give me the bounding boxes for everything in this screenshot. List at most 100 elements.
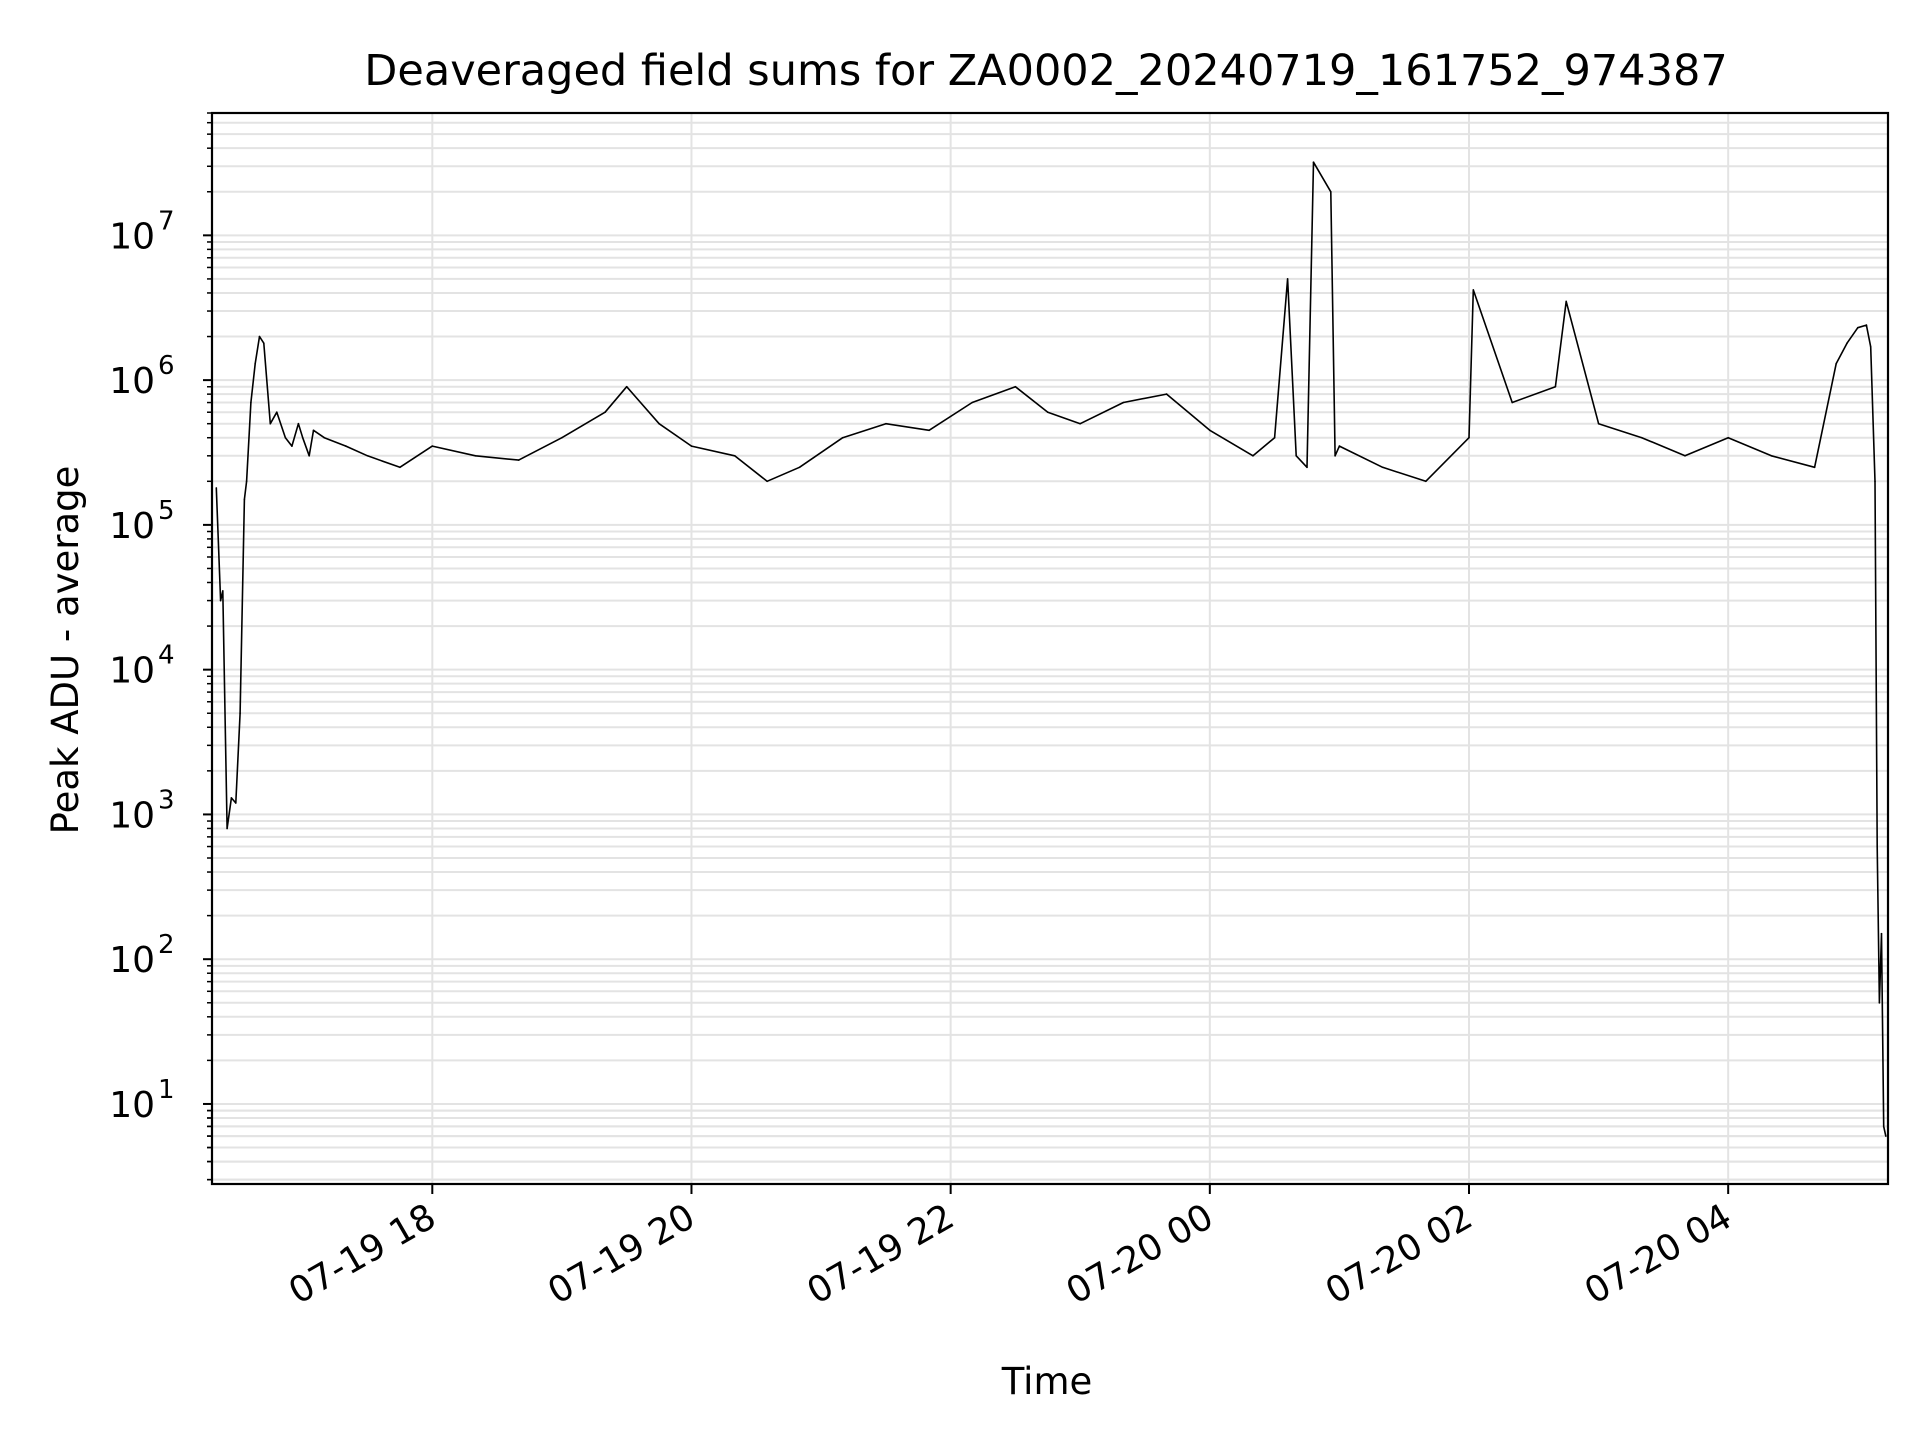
data-point — [1511, 401, 1513, 404]
data-point — [215, 487, 218, 489]
data-point — [222, 590, 224, 592]
x-tick-label: 07-19 22 — [800, 1196, 961, 1312]
x-tick-label: 07-20 04 — [1578, 1196, 1739, 1312]
y-tick-exponent: 2 — [158, 930, 175, 960]
data-point — [269, 422, 272, 425]
data-point — [250, 401, 252, 404]
data-point — [1286, 278, 1289, 280]
data-point — [1865, 324, 1868, 326]
y-tick-label: 10 — [109, 1085, 155, 1126]
data-point — [1079, 422, 1081, 425]
data-point — [971, 401, 973, 404]
grid — [212, 112, 1888, 1184]
data-point — [1554, 385, 1557, 388]
line-layer — [215, 161, 1887, 1137]
data-point — [1425, 480, 1427, 483]
data-point — [291, 445, 293, 447]
y-tick-label: 10 — [109, 216, 155, 257]
data-point — [1597, 422, 1600, 425]
x-tick-label: 07-20 02 — [1319, 1196, 1480, 1312]
data-point — [1252, 455, 1254, 457]
data-point — [885, 422, 887, 425]
data-point — [431, 445, 434, 447]
y-tick-exponent: 3 — [158, 785, 175, 815]
data-point — [239, 712, 241, 714]
data-point — [1209, 429, 1211, 432]
data-point — [1770, 455, 1773, 457]
y-tick-exponent: 5 — [158, 496, 175, 526]
data-point — [235, 802, 237, 804]
data-point — [1472, 289, 1475, 291]
data-point — [1381, 466, 1384, 469]
data-point — [1122, 401, 1125, 404]
data-point — [366, 455, 369, 457]
data-point — [254, 362, 256, 365]
data-point — [399, 466, 401, 469]
data-point — [1338, 445, 1341, 447]
y-tick-label: 10 — [109, 361, 155, 402]
data-point — [301, 436, 304, 439]
data-point — [733, 455, 736, 457]
data-point — [1334, 455, 1336, 457]
data-point — [243, 498, 246, 501]
data-point — [1684, 455, 1686, 457]
data-point — [1876, 845, 1878, 848]
data-point — [1306, 466, 1308, 469]
data-point — [625, 385, 628, 388]
data-point — [308, 455, 311, 457]
data-point — [297, 422, 300, 425]
y-tick-label: 10 — [109, 506, 155, 547]
data-point — [1295, 455, 1297, 457]
data-point — [474, 455, 477, 457]
x-tick-label: 07-19 18 — [282, 1196, 443, 1312]
data-point — [1565, 300, 1567, 303]
data-point — [312, 429, 315, 432]
data-point — [276, 411, 278, 414]
data-point — [258, 335, 261, 338]
data-point — [561, 436, 563, 439]
y-tick-exponent: 7 — [158, 206, 175, 236]
data-point — [690, 445, 693, 447]
y-tick-label: 10 — [109, 795, 155, 836]
data-point — [604, 411, 606, 414]
data-point — [1312, 161, 1315, 163]
data-point — [1727, 436, 1729, 439]
data-point — [1874, 480, 1876, 483]
plot-frame — [210, 111, 1890, 1186]
data-point — [1468, 436, 1470, 439]
data-point — [841, 436, 844, 439]
y-tick-exponent: 4 — [158, 641, 175, 671]
data-point — [1846, 342, 1848, 345]
data-point — [1813, 466, 1816, 469]
series-line — [215, 161, 1887, 1137]
data-point — [517, 459, 520, 461]
data-point — [1885, 1135, 1887, 1137]
data-point — [1857, 326, 1859, 329]
x-axis-label: Time — [1001, 1360, 1093, 1403]
chart-title: Deaveraged field sums for ZA0002_2024071… — [364, 46, 1727, 96]
data-point — [230, 797, 233, 799]
data-point — [219, 599, 222, 602]
y-tick-exponent: 6 — [158, 351, 175, 381]
data-point — [323, 436, 326, 439]
y-axis-label: Peak ADU - average — [44, 466, 87, 835]
y-tick-exponent: 1 — [158, 1075, 175, 1105]
data-point — [1880, 932, 1883, 935]
data-point — [284, 436, 287, 439]
data-point — [245, 480, 248, 483]
data-point — [1641, 436, 1643, 439]
x-tick-label: 07-19 20 — [541, 1196, 702, 1312]
data-point — [766, 480, 768, 483]
data-point — [1273, 436, 1276, 439]
data-point — [1835, 362, 1837, 365]
data-point — [658, 422, 660, 425]
y-tick-label: 10 — [109, 651, 155, 692]
data-point — [1869, 346, 1872, 348]
x-tick-label: 07-20 00 — [1060, 1196, 1221, 1312]
data-point — [928, 429, 930, 432]
data-point — [1014, 385, 1017, 388]
data-point — [263, 342, 265, 345]
data-point — [1330, 191, 1332, 193]
data-point — [226, 827, 228, 830]
